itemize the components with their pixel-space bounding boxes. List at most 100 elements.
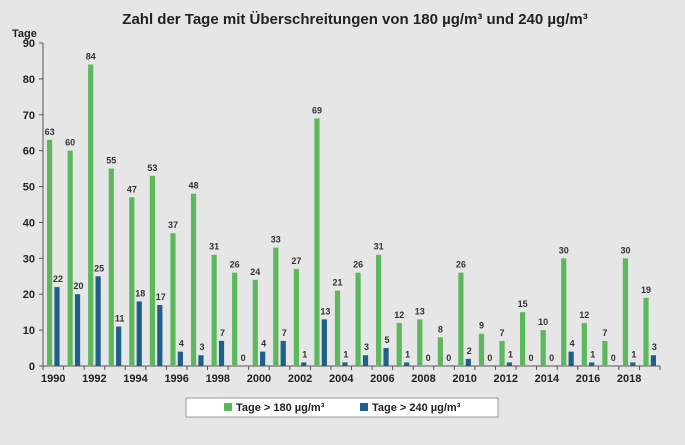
bar-240-2001 [280,340,286,366]
data-label-240-1995: 17 [156,292,166,302]
y-tick-label: 10 [23,325,35,337]
data-label-240-2001: 7 [282,328,287,338]
x-tick-label: 2016 [576,373,600,385]
data-label-240-1991: 20 [74,281,84,291]
bar-240-2004 [342,362,348,366]
bar-180-2000 [252,279,258,366]
bar-240-1993 [116,326,122,366]
bar-180-2004 [334,290,341,366]
data-label-240-2006: 5 [385,335,390,345]
data-label-180-1999: 26 [230,260,240,270]
data-label-180-2005: 26 [353,260,363,270]
legend: Tage > 180 µg/m³ Tage > 240 µg/m³ [185,397,499,418]
data-label-180-1998: 31 [209,242,219,252]
data-label-180-2017: 7 [602,328,607,338]
bar-240-1996 [177,351,183,366]
data-label-180-2018: 30 [620,245,630,255]
data-label-180-1997: 48 [189,181,199,191]
bar-180-2008 [417,319,423,366]
bar-240-1992 [95,276,101,366]
data-label-240-2002: 1 [302,349,307,359]
data-label-240-2019: 3 [652,342,657,352]
data-label-180-1994: 47 [127,184,137,194]
y-tick-label: 20 [23,289,35,301]
data-label-180-2000: 24 [250,267,260,277]
data-label-180-2012: 7 [500,328,505,338]
bar-240-2003 [321,319,327,366]
y-tick-label: 30 [23,253,35,265]
bar-240-2007 [404,362,410,366]
data-label-180-2014: 10 [538,317,548,327]
bar-180-1995 [149,175,156,366]
bar-240-2010 [465,358,471,366]
data-label-240-2014: 0 [549,353,554,363]
x-tick-label: 2002 [288,373,312,385]
bar-180-2005 [355,272,361,366]
x-tick-label: 1998 [206,373,230,385]
y-tick-label: 70 [23,110,35,122]
bar-180-2010 [458,272,464,366]
bar-180-1990 [46,139,53,366]
data-label-240-2008: 0 [426,353,431,363]
data-label-240-2011: 0 [487,353,492,363]
bar-180-1994 [129,197,135,366]
data-label-240-2012: 1 [508,349,513,359]
data-label-180-2003: 69 [312,105,322,115]
data-label-240-2015: 4 [570,339,575,349]
y-tick-label: 80 [23,74,35,86]
x-tick-label: 2004 [329,373,354,385]
data-label-240-1990: 22 [53,274,63,284]
bar-180-1992 [88,64,94,367]
legend-label-240: Tage > 240 µg/m³ [372,402,461,414]
bar-180-2009 [437,337,443,366]
bar-240-1998 [218,340,225,366]
x-tick-label: 1994 [123,373,148,385]
data-label-180-2007: 12 [394,310,404,320]
data-label-240-2018: 1 [631,349,636,359]
bar-240-2012 [506,362,513,366]
bars: 6322602084255511471853173744833172602443… [45,52,657,367]
bar-180-2013 [520,312,526,366]
data-label-240-2000: 4 [261,339,266,349]
data-label-240-2009: 0 [446,353,451,363]
data-label-240-1999: 0 [241,353,246,363]
data-label-180-1990: 63 [45,127,55,137]
legend-label-180: Tage > 180 µg/m³ [236,402,325,414]
bar-240-1997 [198,355,204,366]
y-tick-label: 0 [29,361,35,373]
bar-180-2003 [314,118,320,366]
x-tick-label: 2010 [452,373,476,385]
bar-240-2018 [630,362,636,366]
bar-180-2016 [581,322,587,366]
data-label-180-1992: 84 [86,52,96,62]
bar-180-1999 [232,272,238,366]
data-label-180-2011: 9 [479,321,484,331]
y-tick-label: 40 [23,217,35,229]
data-label-240-2016: 1 [590,349,595,359]
bar-240-2002 [301,362,307,366]
bar-240-2019 [650,355,657,366]
data-label-180-1996: 37 [168,220,178,230]
bar-240-2006 [383,348,389,366]
data-label-180-2019: 19 [641,285,651,295]
y-tick-label: 60 [23,146,35,158]
legend-swatch-180 [224,403,232,411]
bar-180-1997 [190,193,197,366]
data-label-240-1998: 7 [220,328,225,338]
bar-240-2005 [362,355,369,366]
data-label-180-2004: 21 [333,278,343,288]
data-label-240-2004: 1 [343,349,348,359]
bar-180-2015 [561,258,567,366]
bar-240-2000 [260,351,266,366]
bar-240-1995 [157,304,163,366]
x-tick-label: 2012 [494,373,518,385]
data-label-240-1994: 18 [135,288,145,298]
chart-title: Zahl der Tage mit Überschreitungen von 1… [122,11,587,28]
x-tick-label: 2014 [535,373,560,385]
data-label-180-2013: 15 [518,299,528,309]
x-tick-label: 2008 [411,373,435,385]
bar-180-1998 [211,254,217,366]
